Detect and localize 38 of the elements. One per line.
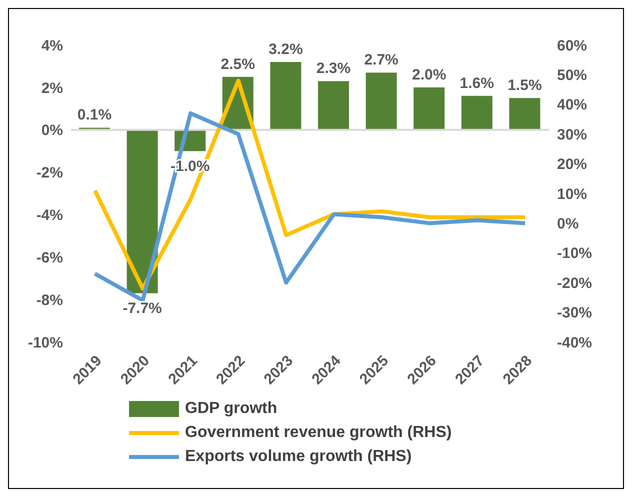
y-tick-label: -4% xyxy=(36,207,63,224)
bar xyxy=(366,72,397,130)
data-label: 2.0% xyxy=(412,66,446,84)
data-label: 0.1% xyxy=(77,106,112,124)
data-label: -7.7% xyxy=(122,300,162,318)
y2-tick-label: 50% xyxy=(557,67,588,84)
bar xyxy=(461,96,492,130)
y-tick-label: -8% xyxy=(36,292,63,309)
data-label: 2.5% xyxy=(220,56,255,73)
y2-tick-label: 20% xyxy=(557,156,588,174)
data-label: 3.2% xyxy=(268,40,303,58)
y-tick-label: 0% xyxy=(41,122,63,140)
y2-tick-label: 40% xyxy=(557,96,588,114)
bar xyxy=(126,130,158,294)
bar xyxy=(414,87,445,130)
y-tick-label: -2% xyxy=(36,164,63,182)
bar xyxy=(318,81,349,130)
y-tick-label: 4% xyxy=(41,37,63,54)
y2-tick-label: 10% xyxy=(557,186,588,203)
y2-tick-label: 60% xyxy=(557,37,588,54)
data-label: 1.5% xyxy=(508,77,542,94)
bar xyxy=(270,62,302,130)
y-tick-label: -10% xyxy=(28,334,63,352)
y2-tick-label: -10% xyxy=(557,245,592,262)
legend-label: GDP growth xyxy=(185,400,278,418)
y2-tick-label: -20% xyxy=(557,274,592,292)
data-label: 1.6% xyxy=(460,74,494,92)
legend-label: Exports volume growth (RHS) xyxy=(185,448,412,466)
y2-tick-label: -30% xyxy=(557,304,592,322)
y-tick-label: -6% xyxy=(36,249,63,266)
y2-tick-label: 30% xyxy=(557,126,588,144)
data-label: 2.3% xyxy=(316,60,351,78)
bar xyxy=(509,98,540,130)
legend-label: Government revenue growth (RHS) xyxy=(185,424,452,442)
y2-tick-label: 0% xyxy=(557,216,579,233)
y-tick-label: 2% xyxy=(41,80,63,97)
y2-tick-label: -40% xyxy=(557,334,592,352)
data-label: 2.7% xyxy=(364,52,398,69)
